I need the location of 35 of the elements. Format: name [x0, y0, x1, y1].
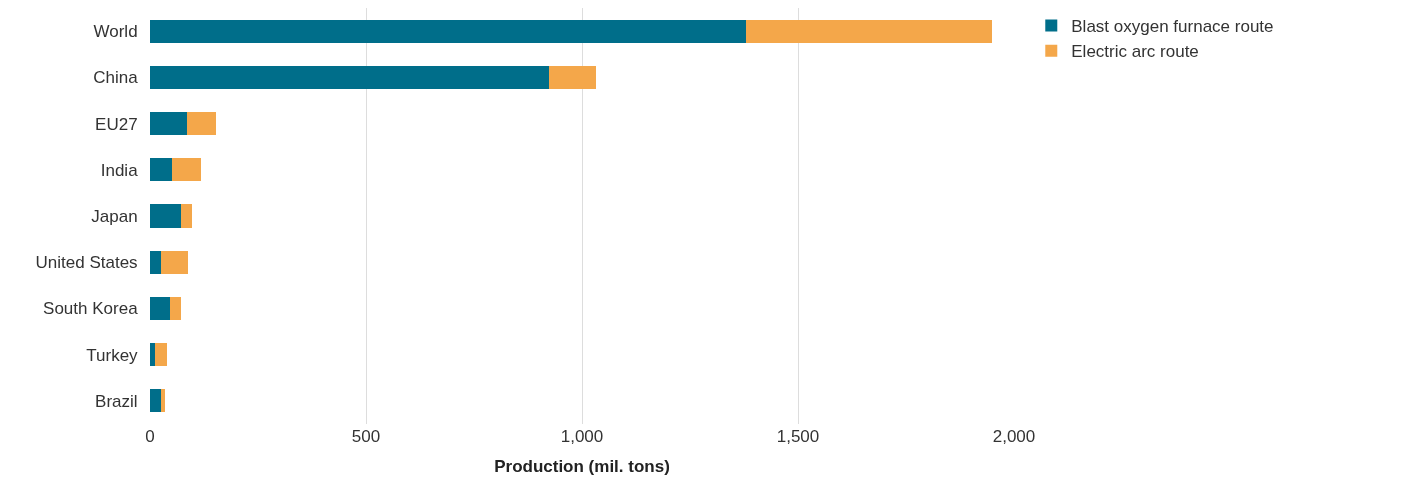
- bar: [180, 204, 192, 228]
- bar: [170, 296, 181, 320]
- bar: [150, 204, 181, 228]
- bar: [161, 389, 166, 413]
- bar: [161, 250, 188, 274]
- x-axis-title: Production (mil. tons): [494, 457, 670, 477]
- bar: [155, 343, 168, 367]
- x-tick-label: 1,500: [776, 427, 820, 446]
- bar: [548, 65, 596, 89]
- y-tick-label: India: [100, 160, 139, 180]
- bar: [150, 250, 162, 274]
- x-tick-label: 0: [145, 427, 155, 446]
- bar: [150, 112, 187, 136]
- bar: [150, 65, 549, 89]
- y-tick-label: United States: [35, 253, 138, 273]
- x-tick-label: 2,000: [992, 427, 1036, 446]
- x-tick-label: 1,000: [560, 427, 604, 446]
- bar: [172, 158, 201, 182]
- x-tick-label: 500: [351, 427, 381, 446]
- y-tick-label: Japan: [91, 206, 138, 226]
- y-tick-label: China: [93, 68, 139, 88]
- y-tick-label: World: [93, 22, 138, 42]
- y-tick-label: Turkey: [86, 345, 139, 365]
- bar: [150, 158, 173, 182]
- bar: [150, 343, 156, 367]
- legend-label: Electric arc route: [1071, 42, 1199, 62]
- bar: [150, 19, 747, 43]
- y-tick-label: South Korea: [43, 299, 139, 319]
- bar: [150, 296, 171, 320]
- bar: [150, 389, 162, 413]
- legend-label: Blast oxygen furnace route: [1071, 17, 1274, 37]
- y-tick-label: Brazil: [95, 391, 138, 411]
- y-tick-label: EU27: [95, 114, 138, 134]
- bar: [186, 112, 217, 136]
- bar: [746, 19, 993, 43]
